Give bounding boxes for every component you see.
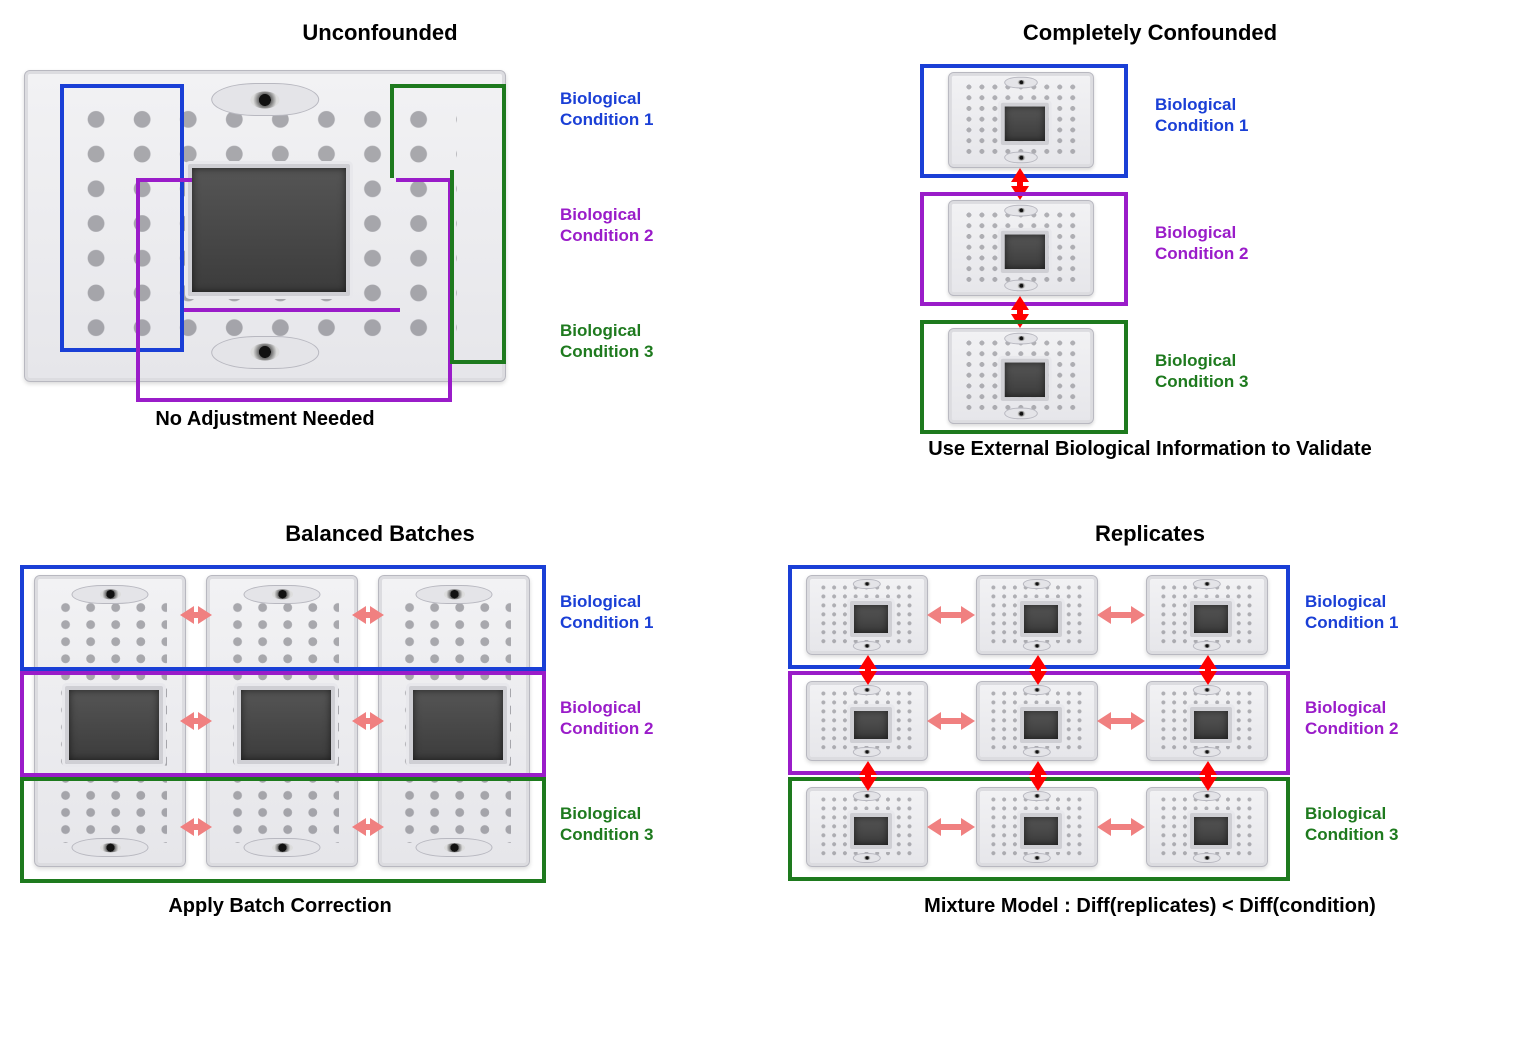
label-cond2: Biological Condition 2 [1305, 697, 1398, 740]
panel-subtitle: Use External Biological Information to V… [780, 438, 1520, 461]
panel-subtitle: Apply Batch Correction [20, 895, 540, 918]
chip-xs [806, 681, 928, 761]
chip-big [24, 70, 506, 382]
panel-subtitle: Mixture Model : Diff(replicates) < Diff(… [780, 895, 1520, 918]
figure-grid: Unconfounded Biological Condition 1 Biol… [20, 20, 1516, 918]
chip-xs [1146, 787, 1268, 867]
arrow-h [1097, 711, 1145, 731]
chip-sm-1 [948, 72, 1094, 168]
chip-xs [976, 681, 1098, 761]
arrow-v-2 [1010, 296, 1030, 328]
arrow-v-1 [1010, 168, 1030, 200]
panel-balanced: Balanced Batches Biological Condition 1 … [20, 521, 740, 918]
confounded-stage: Biological Condition 1 Biological Condit… [780, 64, 1480, 424]
arrow-h [1097, 817, 1145, 837]
label-cond1: Biological Condition 1 [560, 591, 653, 634]
panel-title: Balanced Batches [20, 521, 740, 547]
chip-strip-1 [34, 575, 186, 867]
label-cond3: Biological Condition 3 [1155, 350, 1248, 393]
label-cond1: Biological Condition 1 [560, 88, 653, 131]
chip-xs [1146, 575, 1268, 655]
label-cond3: Biological Condition 3 [560, 803, 653, 846]
label-cond2: Biological Condition 2 [1155, 222, 1248, 265]
panel-title: Replicates [780, 521, 1520, 547]
chip-xs [806, 787, 928, 867]
chip-sm-2 [948, 200, 1094, 296]
label-cond2: Biological Condition 2 [560, 697, 653, 740]
chip-xs [1146, 681, 1268, 761]
chip-xs [976, 575, 1098, 655]
panel-title: Unconfounded [20, 20, 740, 46]
arrow-h [927, 711, 975, 731]
label-cond2: Biological Condition 2 [560, 204, 653, 247]
chip-sm-3 [948, 328, 1094, 424]
chip-strip-3 [378, 575, 530, 867]
panel-unconfounded: Unconfounded Biological Condition 1 Biol… [20, 20, 740, 461]
chip-xs [806, 575, 928, 655]
panel-confounded: Completely Confounded Biological Conditi… [780, 20, 1520, 461]
label-cond1: Biological Condition 1 [1305, 591, 1398, 634]
balanced-stage: Biological Condition 1 Biological Condit… [20, 561, 740, 881]
panel-subtitle: No Adjustment Needed [20, 408, 510, 431]
unconfounded-stage: Biological Condition 1 Biological Condit… [20, 64, 720, 394]
label-cond1: Biological Condition 1 [1155, 94, 1248, 137]
panel-title: Completely Confounded [780, 20, 1520, 46]
panel-replicates: Replicates [780, 521, 1520, 918]
chip-xs [976, 787, 1098, 867]
arrow-h [927, 605, 975, 625]
arrow-h [927, 817, 975, 837]
label-cond3: Biological Condition 3 [560, 320, 653, 363]
label-cond3: Biological Condition 3 [1305, 803, 1398, 846]
arrow-h [1097, 605, 1145, 625]
chip-strip-2 [206, 575, 358, 867]
replicates-stage: Biological Condition 1 Biological Condit… [780, 561, 1520, 881]
